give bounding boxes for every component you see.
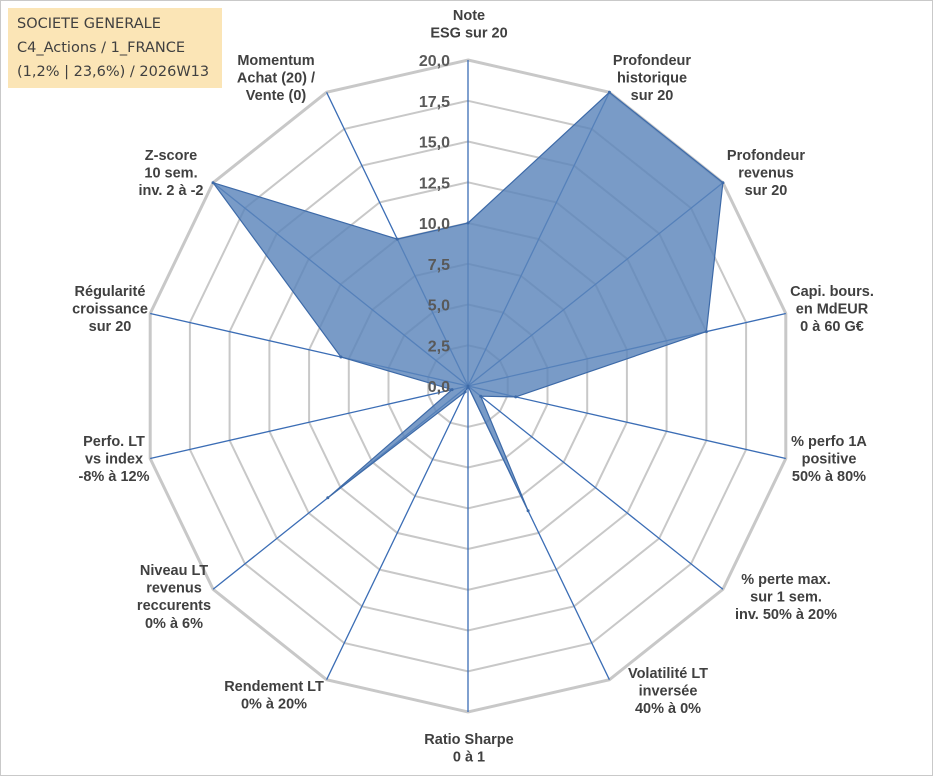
axis-spoke	[467, 385, 724, 590]
axis-label-line: 10 sem.	[144, 166, 197, 182]
axis-label-line: reccurents	[137, 598, 211, 614]
axis-label: Profondeur historique sur 20	[613, 53, 691, 104]
axis-label: Régularité croissance sur 20	[72, 284, 148, 335]
axis-label: Ratio Sharpe 0 à 1	[424, 732, 513, 766]
axis-label-line: Achat (20) /	[237, 71, 315, 87]
series-point	[514, 395, 518, 399]
axis-label-line: revenus	[146, 581, 202, 597]
series-point	[326, 496, 330, 500]
axis-label-line: 40% à 0%	[635, 701, 701, 717]
series-point	[479, 394, 483, 398]
axis-label-line: -8% à 12%	[79, 469, 150, 485]
radial-tick-label: 15,0	[419, 135, 450, 152]
axis-spoke	[326, 385, 469, 680]
axis-label-line: Note	[453, 8, 485, 24]
series-point	[607, 90, 611, 94]
axis-label: Momentum Achat (20) / Vente (0)	[237, 53, 315, 104]
series-point	[721, 181, 725, 185]
axis-label-line: Momentum	[237, 53, 314, 69]
axis-label-line: ESG sur 20	[430, 26, 507, 42]
radial-tick-label: 10,0	[419, 216, 450, 233]
axis-label: Perfo. LT vs index -8% à 12%	[79, 434, 150, 485]
axis-label-line: % perte max.	[741, 572, 830, 588]
series-layer	[211, 90, 725, 513]
radial-tick-label: 7,5	[428, 257, 450, 274]
radial-tick-label: 2,5	[428, 338, 450, 355]
axis-label-line: positive	[802, 452, 857, 468]
radial-tick-label: 20,0	[419, 53, 450, 70]
axis-label-line: 50% à 80%	[792, 469, 866, 485]
axis-label-line: inv. 2 à -2	[138, 183, 203, 199]
axis-label-line: revenus	[738, 166, 794, 182]
axis-label-line: inv. 50% à 20%	[735, 607, 837, 623]
axis-label-line: Profondeur	[613, 53, 691, 69]
axis-label-line: croissance	[72, 302, 148, 318]
axis-label-line: sur 20	[89, 319, 132, 335]
axis-label-line: Ratio Sharpe	[424, 732, 513, 748]
axis-label-line: 0 à 1	[453, 750, 485, 766]
company-name: SOCIETE GENERALE	[17, 16, 161, 32]
axis-label: Note ESG sur 20	[430, 8, 507, 42]
info-box: SOCIETE GENERALE C4_Actions / 1_FRANCE (…	[8, 8, 222, 88]
series-point	[395, 237, 399, 241]
axis-label: Rendement LT 0% à 20%	[224, 679, 324, 713]
tick-layer: 0,0 2,5 5,0 7,5 10,0 12,5 15,0 17,5 20,0	[419, 53, 450, 396]
radial-tick-label: 5,0	[428, 298, 450, 315]
axis-label-line: historique	[617, 71, 687, 87]
series-point	[466, 384, 470, 388]
axis-label-line: Profondeur	[727, 148, 805, 164]
axis-spoke	[150, 385, 469, 460]
axis-label: Profondeur revenus sur 20	[727, 148, 805, 199]
axis-label-line: % perfo 1A	[791, 434, 867, 450]
axis-label-line: sur 1 sem.	[750, 590, 822, 606]
axis-spoke	[467, 385, 786, 460]
axis-label-line: Volatilité LT	[628, 666, 708, 682]
axis-label-line: sur 20	[631, 88, 674, 104]
radial-tick-label: 12,5	[419, 175, 450, 192]
axis-label: Volatilité LT inversée 40% à 0%	[628, 666, 708, 717]
axis-label-line: Z-score	[145, 148, 197, 164]
axis-label: Niveau LT revenus reccurents 0% à 6%	[137, 563, 211, 632]
axis-label: % perte max. sur 1 sem. inv. 50% à 20%	[735, 572, 837, 623]
axis-label: % perfo 1A positive 50% à 80%	[791, 434, 867, 485]
axis-label-line: 0 à 60 G€	[800, 319, 864, 335]
axis-label-line: Perfo. LT	[83, 434, 145, 450]
series-point	[704, 330, 708, 334]
axis-label-line: Capi. bours.	[790, 284, 874, 300]
series-point	[339, 355, 343, 359]
axis-label-line: 0% à 20%	[241, 697, 307, 713]
axis-label-line: Régularité	[75, 284, 146, 300]
axis-label: Capi. bours. en MdEUR 0 à 60 G€	[790, 284, 874, 335]
radial-tick-label: 17,5	[419, 94, 450, 111]
axis-label-line: 0% à 6%	[145, 616, 203, 632]
axis-label: Z-score 10 sem. inv. 2 à -2	[138, 148, 203, 199]
series-point	[526, 509, 530, 513]
axis-label-line: sur 20	[745, 183, 788, 199]
axis-label-line: Rendement LT	[224, 679, 324, 695]
stats-label: (1,2% | 23,6%) / 2026W13	[17, 64, 210, 80]
axis-label-line: vs index	[85, 452, 143, 468]
series-point	[463, 390, 467, 394]
series-point	[211, 181, 215, 185]
axis-label-line: en MdEUR	[796, 302, 869, 318]
radial-tick-label: 0,0	[428, 379, 450, 396]
axis-label-line: Vente (0)	[246, 88, 307, 104]
series-point	[450, 388, 454, 392]
series-point	[466, 221, 470, 225]
axis-label-line: Niveau LT	[140, 563, 208, 579]
category-label: C4_Actions / 1_FRANCE	[17, 40, 186, 56]
axis-label-line: inversée	[639, 684, 698, 700]
